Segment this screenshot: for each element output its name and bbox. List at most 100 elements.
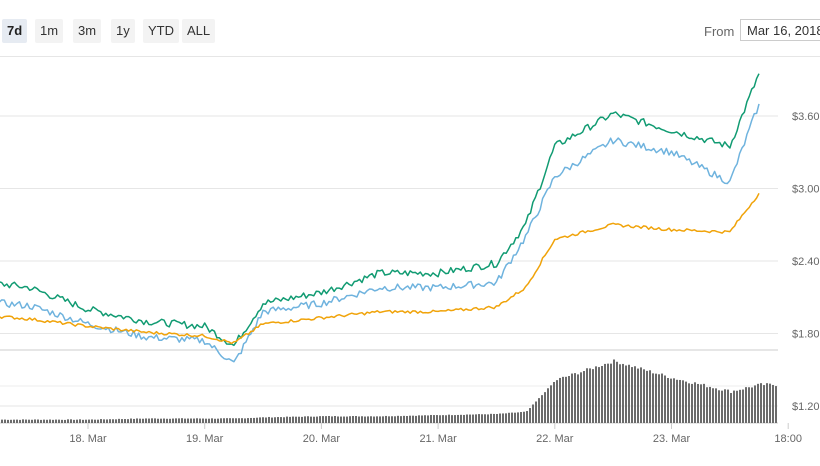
volume-bar xyxy=(16,419,18,423)
volume-bar xyxy=(439,415,441,423)
volume-bar xyxy=(568,376,570,423)
volume-bar xyxy=(604,363,606,423)
range-3m-button[interactable]: 3m xyxy=(73,19,102,43)
volume-bar xyxy=(121,419,123,423)
volume-bar xyxy=(331,416,333,423)
volume-bar xyxy=(643,369,645,423)
volume-bar xyxy=(340,416,342,423)
volume-bar xyxy=(115,419,117,423)
volume-bar xyxy=(583,371,585,423)
volume-bar xyxy=(628,364,630,423)
volume-bar xyxy=(544,392,546,423)
volume-bar xyxy=(130,418,132,423)
volume-bar xyxy=(67,419,69,423)
volume-bar xyxy=(184,418,186,423)
from-label: From xyxy=(704,24,735,39)
volume-bar xyxy=(670,378,672,423)
volume-bar xyxy=(316,416,318,423)
volume-bar xyxy=(688,383,690,423)
volume-bar xyxy=(589,368,591,423)
volume-bar xyxy=(289,416,291,423)
volume-bar xyxy=(52,419,54,423)
volume-bar xyxy=(139,418,141,423)
volume-bar xyxy=(235,418,237,423)
volume-bar xyxy=(754,385,756,423)
volume-bar xyxy=(361,416,363,423)
volume-bar xyxy=(577,374,579,423)
volume-bar xyxy=(349,416,351,423)
volume-bar xyxy=(292,416,294,423)
volume-bar xyxy=(631,367,633,423)
volume-bar xyxy=(145,418,147,423)
volume-bar xyxy=(496,413,498,423)
from-date-input[interactable]: Mar 16, 2018 xyxy=(740,19,820,41)
range-all-button[interactable]: ALL xyxy=(182,19,216,43)
volume-bar xyxy=(712,388,714,423)
volume-bar xyxy=(619,364,621,423)
volume-bar xyxy=(748,387,750,423)
volume-bar xyxy=(31,419,33,423)
volume-bar xyxy=(217,418,219,423)
range-ytd-button[interactable]: YTD xyxy=(143,19,179,43)
volume-bar xyxy=(127,419,129,423)
y-tick-label: $3.60 xyxy=(792,111,820,123)
range-toolbar: 7d 1m 3m 1y YTD ALL From Mar 16, 2018 xyxy=(0,19,820,45)
volume-bar xyxy=(88,419,90,423)
volume-bar xyxy=(658,374,660,423)
x-tick-label: 23. Mar xyxy=(653,433,691,445)
volume-bar xyxy=(352,416,354,423)
volume-bar xyxy=(343,416,345,423)
volume-bar xyxy=(457,414,459,423)
volume-bar xyxy=(253,417,255,423)
volume-bar xyxy=(667,378,669,423)
volume-bar xyxy=(202,418,204,423)
volume-bar xyxy=(172,418,174,423)
volume-bar xyxy=(721,390,723,423)
volume-bar xyxy=(460,414,462,423)
volume-bar xyxy=(673,378,675,423)
volume-bar xyxy=(772,384,774,423)
volume-bar xyxy=(424,415,426,423)
range-1y-button[interactable]: 1y xyxy=(111,19,135,43)
volume-bar xyxy=(505,413,507,423)
volume-bar xyxy=(220,418,222,423)
volume-bar xyxy=(310,416,312,423)
volume-bar xyxy=(451,415,453,423)
volume-bar xyxy=(637,368,639,423)
volume-bar xyxy=(751,387,753,423)
range-1m-button[interactable]: 1m xyxy=(35,19,64,43)
volume-bar xyxy=(169,418,171,423)
volume-bar xyxy=(685,381,687,423)
volume-bar xyxy=(91,419,93,423)
volume-bar xyxy=(382,416,384,423)
volume-bar xyxy=(514,412,516,423)
y-tick-label: $2.40 xyxy=(792,256,820,268)
volume-bar xyxy=(73,419,75,423)
volume-bar xyxy=(214,418,216,423)
volume-bar xyxy=(82,419,84,423)
volume-bar xyxy=(76,419,78,423)
volume-bar xyxy=(205,418,207,423)
volume-bar xyxy=(697,383,699,423)
volume-bar xyxy=(394,416,396,423)
volume-bar xyxy=(757,383,759,423)
volume-bar xyxy=(259,417,261,423)
volume-bar xyxy=(298,416,300,423)
range-7d-button[interactable]: 7d xyxy=(2,19,28,43)
volume-bar xyxy=(136,418,138,423)
y-tick-label: $3.00 xyxy=(792,184,820,196)
volume-bar xyxy=(775,386,777,423)
volume-bar xyxy=(742,389,744,423)
volume-bar xyxy=(151,418,153,423)
volume-bar xyxy=(106,419,108,423)
volume-bar xyxy=(40,419,42,423)
volume-bar xyxy=(10,419,12,423)
volume-bar xyxy=(301,416,303,423)
volume-bar xyxy=(730,392,732,423)
volume-bar xyxy=(760,383,762,423)
volume-bar xyxy=(112,419,114,423)
volume-bar xyxy=(100,419,102,423)
volume-bar xyxy=(763,385,765,423)
volume-bar xyxy=(610,363,612,423)
volume-bar xyxy=(370,416,372,423)
